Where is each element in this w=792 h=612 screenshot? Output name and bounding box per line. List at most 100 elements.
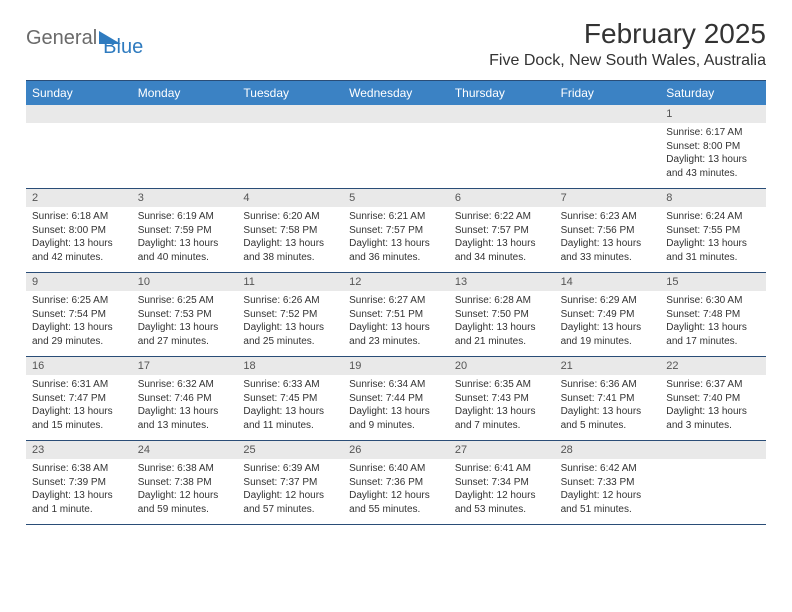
logo-text-blue: Blue [103, 36, 143, 59]
day-details: Sunrise: 6:24 AM Sunset: 7:55 PM Dayligh… [660, 207, 766, 272]
day-number: 11 [237, 273, 343, 291]
day-number: 8 [660, 189, 766, 207]
day-number: 18 [237, 357, 343, 375]
day-details [449, 123, 555, 188]
day-details-row: Sunrise: 6:25 AM Sunset: 7:54 PM Dayligh… [26, 291, 766, 357]
day-details: Sunrise: 6:34 AM Sunset: 7:44 PM Dayligh… [343, 375, 449, 440]
day-details: Sunrise: 6:36 AM Sunset: 7:41 PM Dayligh… [555, 375, 661, 440]
day-number: 24 [132, 441, 238, 459]
day-details: Sunrise: 6:31 AM Sunset: 7:47 PM Dayligh… [26, 375, 132, 440]
day-details [343, 123, 449, 188]
day-details: Sunrise: 6:33 AM Sunset: 7:45 PM Dayligh… [237, 375, 343, 440]
day-details: Sunrise: 6:21 AM Sunset: 7:57 PM Dayligh… [343, 207, 449, 272]
calendar-page: General Blue February 2025 Five Dock, Ne… [0, 0, 792, 535]
day-number: 10 [132, 273, 238, 291]
day-details: Sunrise: 6:38 AM Sunset: 7:39 PM Dayligh… [26, 459, 132, 524]
top-bar: General Blue February 2025 Five Dock, Ne… [26, 18, 766, 70]
day-details-row: Sunrise: 6:31 AM Sunset: 7:47 PM Dayligh… [26, 375, 766, 441]
location-text: Five Dock, New South Wales, Australia [489, 52, 766, 70]
day-details-row: Sunrise: 6:38 AM Sunset: 7:39 PM Dayligh… [26, 459, 766, 525]
day-details-row: Sunrise: 6:17 AM Sunset: 8:00 PM Dayligh… [26, 123, 766, 189]
dow-monday: Monday [132, 81, 238, 105]
day-number: 17 [132, 357, 238, 375]
day-number: 20 [449, 357, 555, 375]
week-row: 16171819202122Sunrise: 6:31 AM Sunset: 7… [26, 357, 766, 441]
dow-tuesday: Tuesday [237, 81, 343, 105]
day-details-row: Sunrise: 6:18 AM Sunset: 8:00 PM Dayligh… [26, 207, 766, 273]
day-details [26, 123, 132, 188]
day-details: Sunrise: 6:28 AM Sunset: 7:50 PM Dayligh… [449, 291, 555, 356]
day-number-row: 1 [26, 105, 766, 123]
day-details: Sunrise: 6:41 AM Sunset: 7:34 PM Dayligh… [449, 459, 555, 524]
day-number: 7 [555, 189, 661, 207]
dow-friday: Friday [555, 81, 661, 105]
calendar: Sunday Monday Tuesday Wednesday Thursday… [26, 80, 766, 525]
day-details: Sunrise: 6:23 AM Sunset: 7:56 PM Dayligh… [555, 207, 661, 272]
day-number: 19 [343, 357, 449, 375]
day-number [449, 105, 555, 123]
day-details: Sunrise: 6:42 AM Sunset: 7:33 PM Dayligh… [555, 459, 661, 524]
day-number: 21 [555, 357, 661, 375]
day-details: Sunrise: 6:35 AM Sunset: 7:43 PM Dayligh… [449, 375, 555, 440]
day-number: 23 [26, 441, 132, 459]
week-row: 9101112131415Sunrise: 6:25 AM Sunset: 7:… [26, 273, 766, 357]
day-number-row: 232425262728 [26, 441, 766, 459]
header-right: February 2025 Five Dock, New South Wales… [489, 18, 766, 70]
day-number [555, 105, 661, 123]
day-number: 4 [237, 189, 343, 207]
day-number: 15 [660, 273, 766, 291]
day-details: Sunrise: 6:18 AM Sunset: 8:00 PM Dayligh… [26, 207, 132, 272]
day-details [132, 123, 238, 188]
dow-thursday: Thursday [449, 81, 555, 105]
day-number: 26 [343, 441, 449, 459]
day-details: Sunrise: 6:25 AM Sunset: 7:53 PM Dayligh… [132, 291, 238, 356]
day-number [132, 105, 238, 123]
day-number: 27 [449, 441, 555, 459]
day-details [237, 123, 343, 188]
day-details: Sunrise: 6:25 AM Sunset: 7:54 PM Dayligh… [26, 291, 132, 356]
day-number: 9 [26, 273, 132, 291]
day-number: 3 [132, 189, 238, 207]
day-details: Sunrise: 6:20 AM Sunset: 7:58 PM Dayligh… [237, 207, 343, 272]
week-row: 1Sunrise: 6:17 AM Sunset: 8:00 PM Daylig… [26, 105, 766, 189]
dow-sunday: Sunday [26, 81, 132, 105]
day-number-row: 9101112131415 [26, 273, 766, 291]
day-number: 12 [343, 273, 449, 291]
day-number: 5 [343, 189, 449, 207]
day-number-row: 16171819202122 [26, 357, 766, 375]
day-details [555, 123, 661, 188]
logo: General Blue [26, 18, 143, 59]
day-details [660, 459, 766, 524]
day-number: 16 [26, 357, 132, 375]
day-details: Sunrise: 6:22 AM Sunset: 7:57 PM Dayligh… [449, 207, 555, 272]
day-number: 14 [555, 273, 661, 291]
day-details: Sunrise: 6:39 AM Sunset: 7:37 PM Dayligh… [237, 459, 343, 524]
week-row: 2345678Sunrise: 6:18 AM Sunset: 8:00 PM … [26, 189, 766, 273]
day-number: 2 [26, 189, 132, 207]
day-number [343, 105, 449, 123]
dow-saturday: Saturday [660, 81, 766, 105]
day-details: Sunrise: 6:17 AM Sunset: 8:00 PM Dayligh… [660, 123, 766, 188]
day-details: Sunrise: 6:38 AM Sunset: 7:38 PM Dayligh… [132, 459, 238, 524]
day-details: Sunrise: 6:37 AM Sunset: 7:40 PM Dayligh… [660, 375, 766, 440]
day-number: 22 [660, 357, 766, 375]
day-number: 13 [449, 273, 555, 291]
day-of-week-header: Sunday Monday Tuesday Wednesday Thursday… [26, 80, 766, 105]
day-number: 25 [237, 441, 343, 459]
week-row: 232425262728Sunrise: 6:38 AM Sunset: 7:3… [26, 441, 766, 525]
day-number: 6 [449, 189, 555, 207]
day-details: Sunrise: 6:26 AM Sunset: 7:52 PM Dayligh… [237, 291, 343, 356]
day-number: 1 [660, 105, 766, 123]
day-details: Sunrise: 6:40 AM Sunset: 7:36 PM Dayligh… [343, 459, 449, 524]
day-details: Sunrise: 6:19 AM Sunset: 7:59 PM Dayligh… [132, 207, 238, 272]
day-number [26, 105, 132, 123]
logo-text-general: General [26, 27, 97, 50]
day-details: Sunrise: 6:30 AM Sunset: 7:48 PM Dayligh… [660, 291, 766, 356]
page-title: February 2025 [489, 18, 766, 50]
day-number [660, 441, 766, 459]
day-number: 28 [555, 441, 661, 459]
day-details: Sunrise: 6:29 AM Sunset: 7:49 PM Dayligh… [555, 291, 661, 356]
day-number-row: 2345678 [26, 189, 766, 207]
dow-wednesday: Wednesday [343, 81, 449, 105]
day-details: Sunrise: 6:32 AM Sunset: 7:46 PM Dayligh… [132, 375, 238, 440]
